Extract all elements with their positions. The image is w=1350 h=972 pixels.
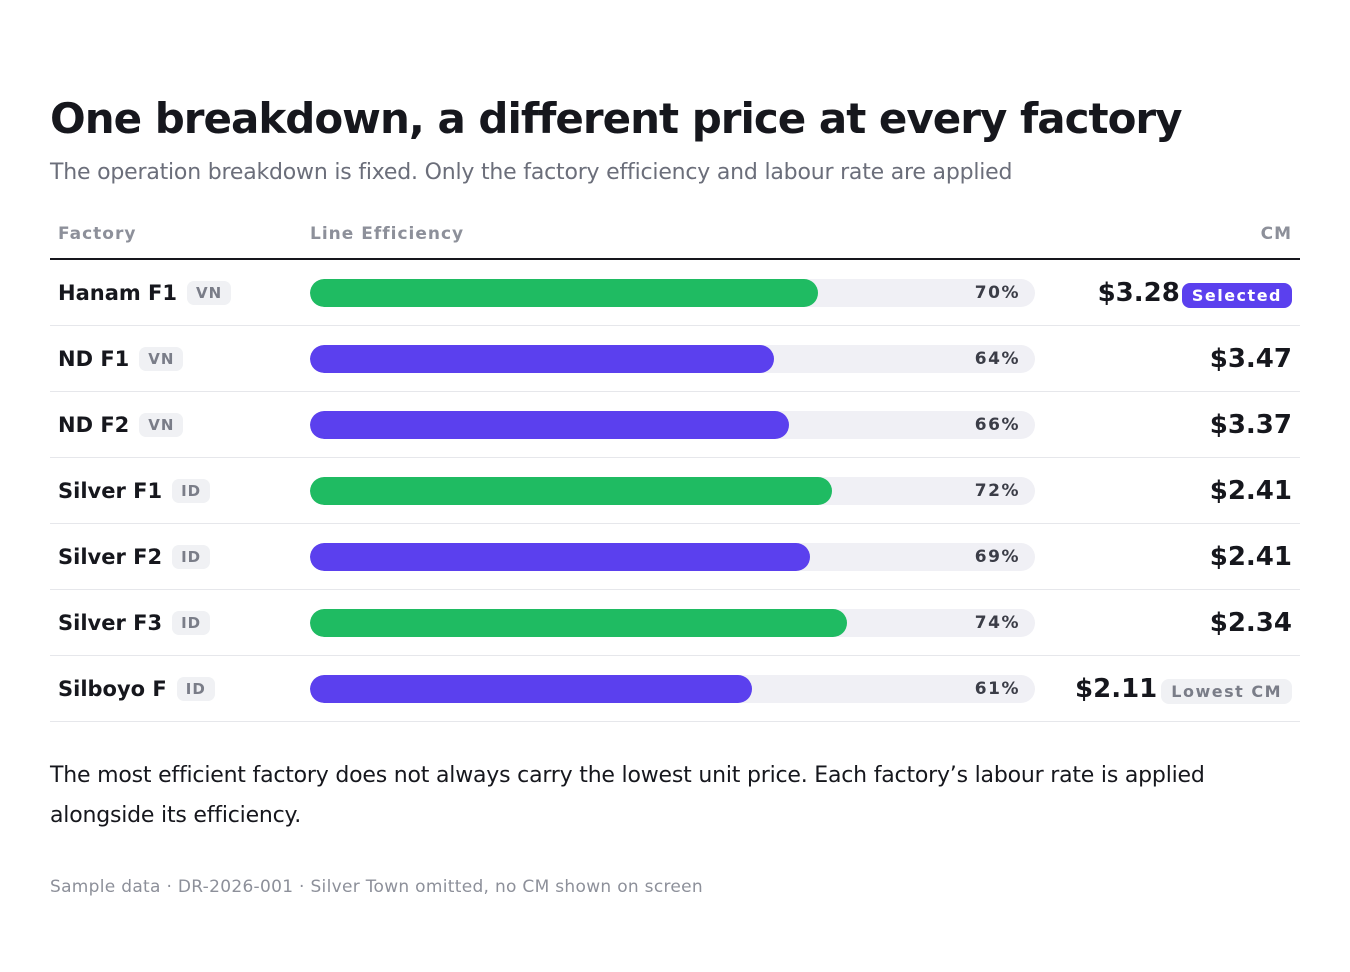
efficiency-track: 64% [310,344,1035,373]
country-badge: ID [172,478,211,503]
factory-name: Silver F2 [58,544,163,569]
factory-name: Silboyo F [58,676,167,701]
factory-name: ND F2 [58,412,130,437]
factory-name: Silver F1 [58,478,163,503]
cm-cell: $2.41 [1210,476,1292,506]
efficiency-bar [310,410,789,439]
table-body: Hanam F1 VN 70% $3.28 Selected ND F1 VN 64% $3.4… [50,260,1300,722]
efficiency-label: 72% [974,480,1020,501]
table-row: ND F1 VN 64% $3.47 [50,326,1300,392]
factory-name: Silver F3 [58,610,163,635]
efficiency-bar [310,674,753,703]
efficiency-track: 72% [310,476,1035,505]
efficiency-track: 61% [310,674,1035,703]
explanatory-note: The most efficient factory does not alwa… [50,763,1205,828]
table-row: ND F2 VN 66% $3.37 [50,392,1300,458]
factory-cell: Hanam F1 VN [58,280,232,305]
factory-cell: Silver F2 ID [58,544,211,569]
efficiency-track: 69% [310,542,1035,571]
country-badge: VN [139,412,184,437]
footer-source: Sample data · DR-2026-001 · Silver Town … [50,877,703,897]
cm-badge: Selected [1181,283,1292,308]
efficiency-bar [310,542,811,571]
country-badge: VN [139,346,184,371]
cm-cell: $3.28 Selected [1098,278,1292,308]
factory-cell: Silboyo F ID [58,676,215,701]
efficiency-label: 64% [974,348,1020,369]
efficiency-bar [310,608,847,637]
cm-value: $2.34 [1209,607,1292,638]
cm-cell: $3.47 [1210,344,1292,374]
factory-table: Factory Line Efficiency CM Hanam F1 VN 70%… [50,212,1300,722]
table-row: Silver F2 ID 69% $2.41 [50,524,1300,590]
column-header-line-efficiency: Line Efficiency [310,224,465,244]
efficiency-label: 69% [974,546,1020,567]
cm-value: $2.41 [1209,475,1292,506]
cm-value: $2.11 [1075,673,1158,704]
country-badge: ID [172,610,211,635]
table-header: Factory Line Efficiency CM [50,212,1300,260]
cm-value: $3.28 [1097,277,1180,308]
cm-cell: $2.34 [1210,608,1292,638]
chart-subtitle: The operation breakdown is fixed. Only t… [50,160,1013,185]
efficiency-label: 70% [974,282,1020,303]
factory-name: Hanam F1 [58,280,178,305]
factory-cell: ND F2 VN [58,412,184,437]
factory-cell: Silver F3 ID [58,610,211,635]
efficiency-bar [310,344,774,373]
cm-value: $3.47 [1209,343,1292,374]
efficiency-bar [310,278,818,307]
factory-cell: ND F1 VN [58,346,184,371]
table-row: Silver F3 ID 74% $2.34 [50,590,1300,656]
efficiency-label: 66% [974,414,1020,435]
chart-title: One breakdown, a different price at ever… [50,94,1183,143]
country-badge: VN [187,280,232,305]
efficiency-track: 74% [310,608,1035,637]
column-header-cm: CM [1260,224,1292,244]
table-row: Silver F1 ID 72% $2.41 [50,458,1300,524]
cm-cell: $3.37 [1210,410,1292,440]
efficiency-bar [310,476,832,505]
efficiency-track: 70% [310,278,1035,307]
factory-name: ND F1 [58,346,130,371]
table-row: Hanam F1 VN 70% $3.28 Selected [50,260,1300,326]
cm-cell: $2.41 [1210,542,1292,572]
country-badge: ID [172,544,211,569]
country-badge: ID [176,676,215,701]
efficiency-label: 74% [974,612,1020,633]
efficiency-label: 61% [974,678,1020,699]
cm-cell: $2.11 Lowest CM [1075,674,1292,704]
efficiency-track: 66% [310,410,1035,439]
table-row: Silboyo F ID 61% $2.11 Lowest CM [50,656,1300,722]
cm-value: $3.37 [1209,409,1292,440]
factory-cell: Silver F1 ID [58,478,211,503]
cm-value: $2.41 [1209,541,1292,572]
column-header-factory: Factory [58,224,137,244]
cm-badge: Lowest CM [1161,679,1292,704]
